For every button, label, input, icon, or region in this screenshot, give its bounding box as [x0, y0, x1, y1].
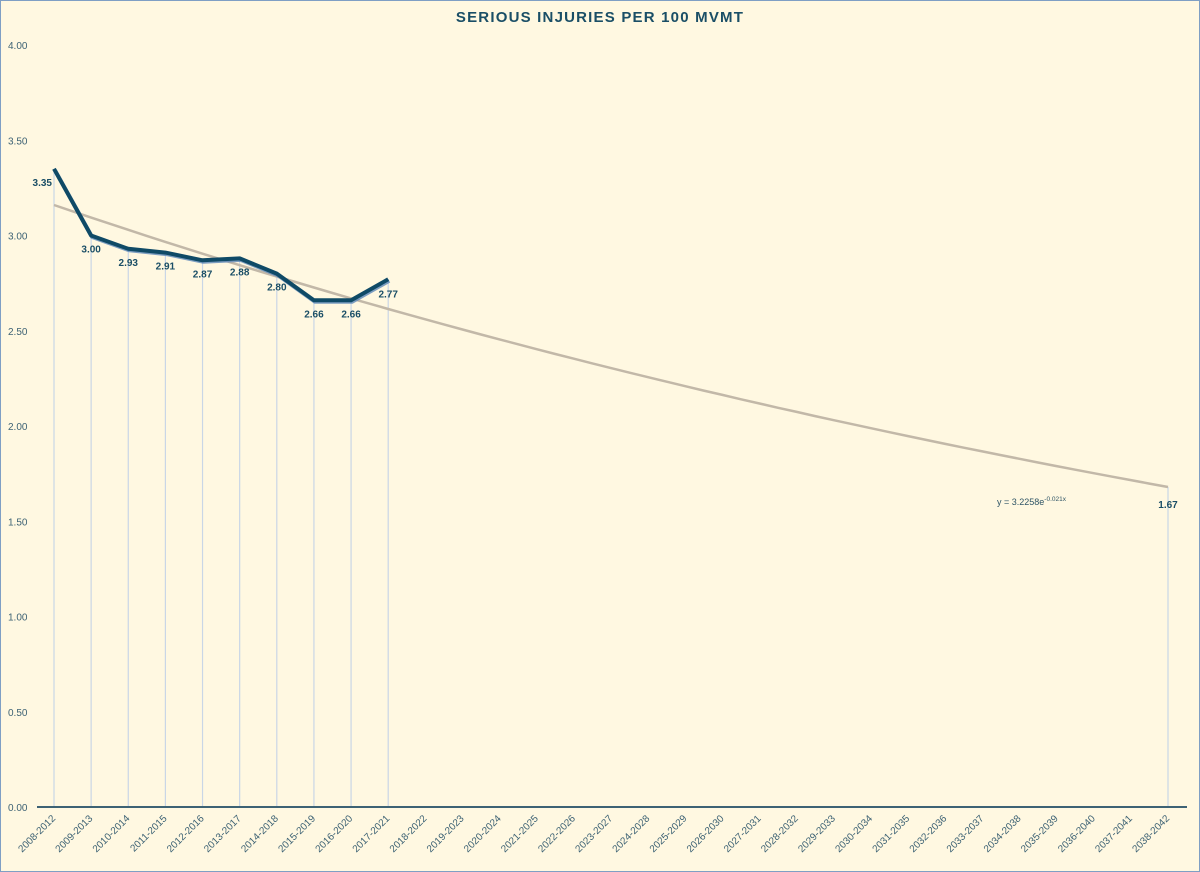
data-label: 2.66 — [304, 309, 324, 320]
x-tick-label: 2018-2022 — [388, 813, 430, 855]
x-tick-label: 2021-2025 — [499, 813, 541, 855]
x-tick-label: 2016-2020 — [314, 813, 356, 855]
trendline — [53, 203, 1169, 489]
y-tick-label: 0.50 — [8, 708, 28, 719]
x-axis: 2008-20122009-20132010-20142011-20152012… — [17, 806, 1187, 855]
data-labels: 3.35 3.00 2.93 2.91 2.87 2.88 2.80 2.66 2.66 2.77… — [33, 178, 1179, 511]
x-tick-label: 2030-2034 — [833, 813, 875, 855]
chart-title: SERIOUS INJURIES PER 100 MVMT — [455, 9, 745, 26]
data-label: 2.77 — [378, 289, 398, 300]
x-tick-label: 2031-2035 — [871, 813, 913, 855]
x-tick-label: 2022-2026 — [536, 813, 578, 855]
data-series-line — [52, 167, 391, 304]
x-tick-label: 2024-2028 — [611, 813, 653, 855]
y-tick-label: 3.50 — [8, 136, 28, 147]
x-tick-label: 2029-2033 — [796, 813, 838, 855]
x-tick-label: 2012-2016 — [165, 813, 207, 855]
x-tick-label: 2013-2017 — [202, 813, 244, 855]
x-tick-label: 2017-2021 — [351, 813, 393, 855]
x-tick-label: 2035-2039 — [1019, 813, 1061, 855]
x-tick-label: 2038-2042 — [1131, 813, 1173, 855]
x-tick-label: 2009-2013 — [54, 813, 96, 855]
data-label: 2.91 — [156, 262, 176, 273]
x-tick-label: 2025-2029 — [648, 813, 690, 855]
x-tick-label: 2032-2036 — [908, 813, 950, 855]
data-label: 2.80 — [267, 283, 287, 294]
drop-lines — [53, 168, 1169, 807]
y-tick-label: 1.50 — [8, 517, 28, 528]
y-tick-label: 2.50 — [8, 327, 28, 338]
x-tick-label: 2036-2040 — [1056, 813, 1098, 855]
data-label: 3.00 — [81, 245, 101, 256]
data-label: 2.66 — [341, 309, 361, 320]
data-label: 2.87 — [193, 269, 213, 280]
x-tick-label: 2026-2030 — [685, 813, 727, 855]
series-line-shadow — [53, 169, 391, 304]
x-tick-label: 2008-2012 — [17, 813, 59, 855]
x-tick-label: 2033-2037 — [945, 813, 987, 855]
x-tick-label: 2023-2027 — [574, 813, 616, 855]
y-tick-label: 4.00 — [8, 41, 28, 52]
data-label: 2.93 — [119, 258, 139, 269]
x-tick-label: 2014-2018 — [239, 813, 281, 855]
y-tick-label: 3.00 — [8, 232, 28, 243]
y-tick-label: 0.00 — [8, 803, 28, 814]
x-tick-label: 2011-2015 — [128, 813, 169, 854]
data-label: 3.35 — [33, 178, 53, 189]
x-tick-label: 2028-2032 — [759, 813, 801, 855]
y-tick-label: 2.00 — [8, 422, 28, 433]
x-tick-label: 2034-2038 — [982, 813, 1024, 855]
trendline-equation: y = 3.2258e-0.021x — [997, 496, 1067, 507]
data-label: 2.88 — [230, 267, 250, 278]
x-tick-label: 2020-2024 — [462, 813, 504, 855]
x-tick-label: 2027-2031 — [722, 813, 764, 855]
x-tick-label: 2019-2023 — [425, 813, 467, 855]
series-line — [52, 167, 390, 303]
y-axis: 0.00 0.50 1.00 1.50 2.00 2.50 3.00 3.50 4.00 — [8, 41, 28, 814]
x-tick-label: 2015-2019 — [276, 813, 318, 855]
x-tick-label: 2037-2041 — [1093, 813, 1135, 855]
exponential-trendline — [53, 203, 1169, 489]
x-tick-label: 2010-2014 — [91, 813, 133, 855]
target-data-label: 1.67 — [1158, 500, 1178, 511]
y-tick-label: 1.00 — [8, 613, 28, 624]
